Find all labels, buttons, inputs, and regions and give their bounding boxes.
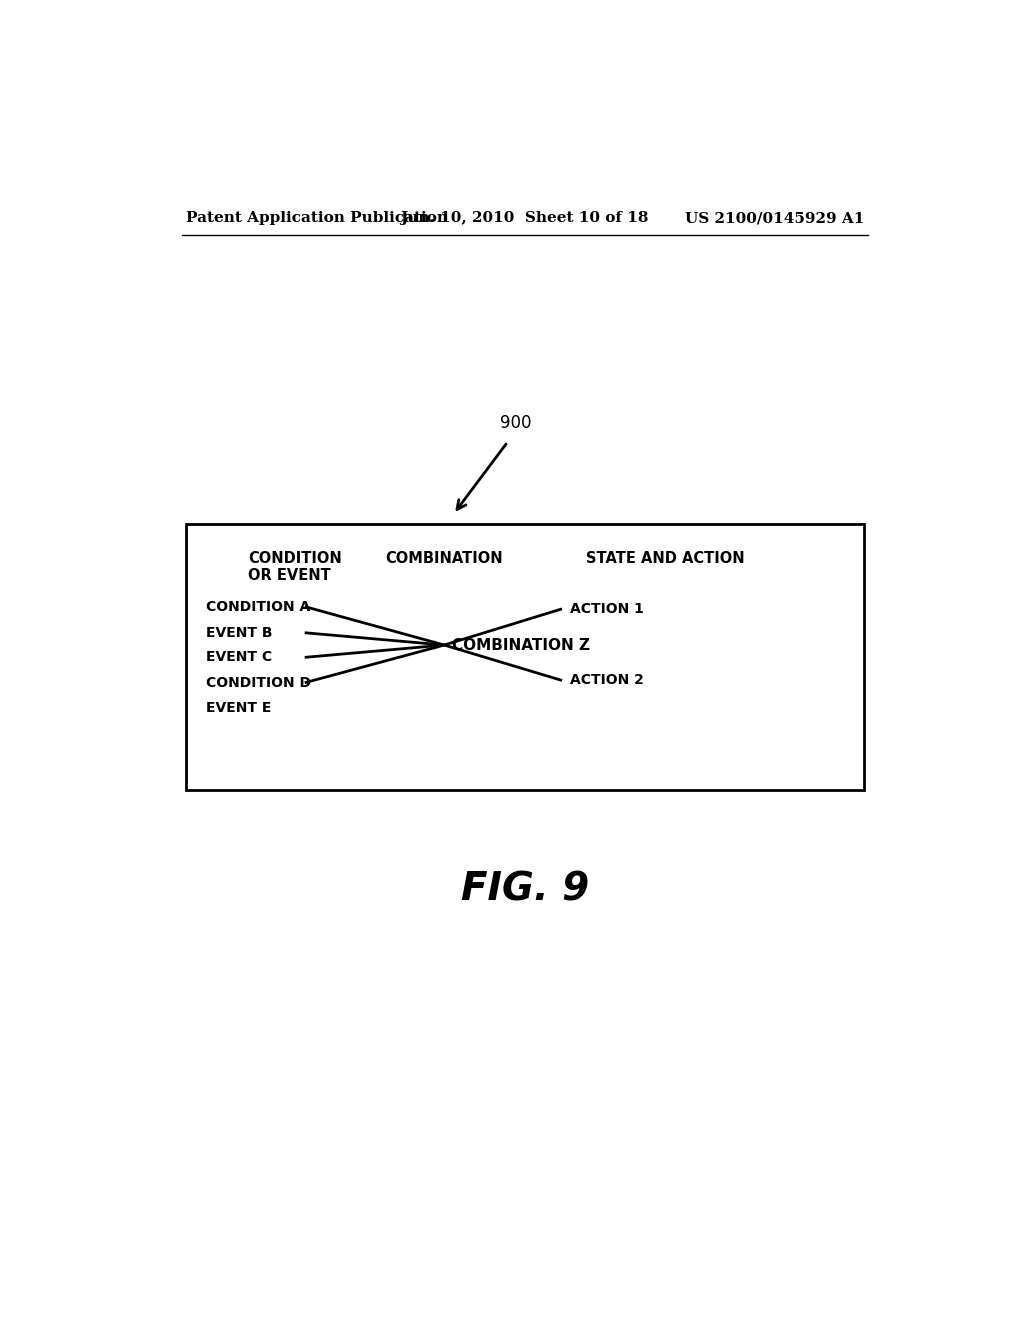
Text: FIG. 9: FIG. 9 bbox=[461, 871, 589, 909]
Text: CONDITION D: CONDITION D bbox=[206, 676, 310, 690]
Text: 900: 900 bbox=[500, 413, 531, 432]
Text: EVENT E: EVENT E bbox=[206, 701, 271, 715]
Text: Jun. 10, 2010  Sheet 10 of 18: Jun. 10, 2010 Sheet 10 of 18 bbox=[400, 211, 649, 226]
Text: ACTION 2: ACTION 2 bbox=[569, 673, 644, 688]
Text: ACTION 1: ACTION 1 bbox=[569, 602, 644, 616]
Text: COMBINATION Z: COMBINATION Z bbox=[452, 638, 590, 652]
Text: US 2100/0145929 A1: US 2100/0145929 A1 bbox=[685, 211, 864, 226]
Text: COMBINATION: COMBINATION bbox=[385, 552, 503, 566]
Text: EVENT B: EVENT B bbox=[206, 626, 272, 640]
Text: EVENT C: EVENT C bbox=[206, 651, 271, 664]
Text: STATE AND ACTION: STATE AND ACTION bbox=[586, 552, 744, 566]
Bar bbox=[186, 524, 864, 789]
Text: CONDITION
OR EVENT: CONDITION OR EVENT bbox=[248, 552, 342, 583]
Text: CONDITION A: CONDITION A bbox=[206, 599, 309, 614]
Text: Patent Application Publication: Patent Application Publication bbox=[186, 211, 449, 226]
